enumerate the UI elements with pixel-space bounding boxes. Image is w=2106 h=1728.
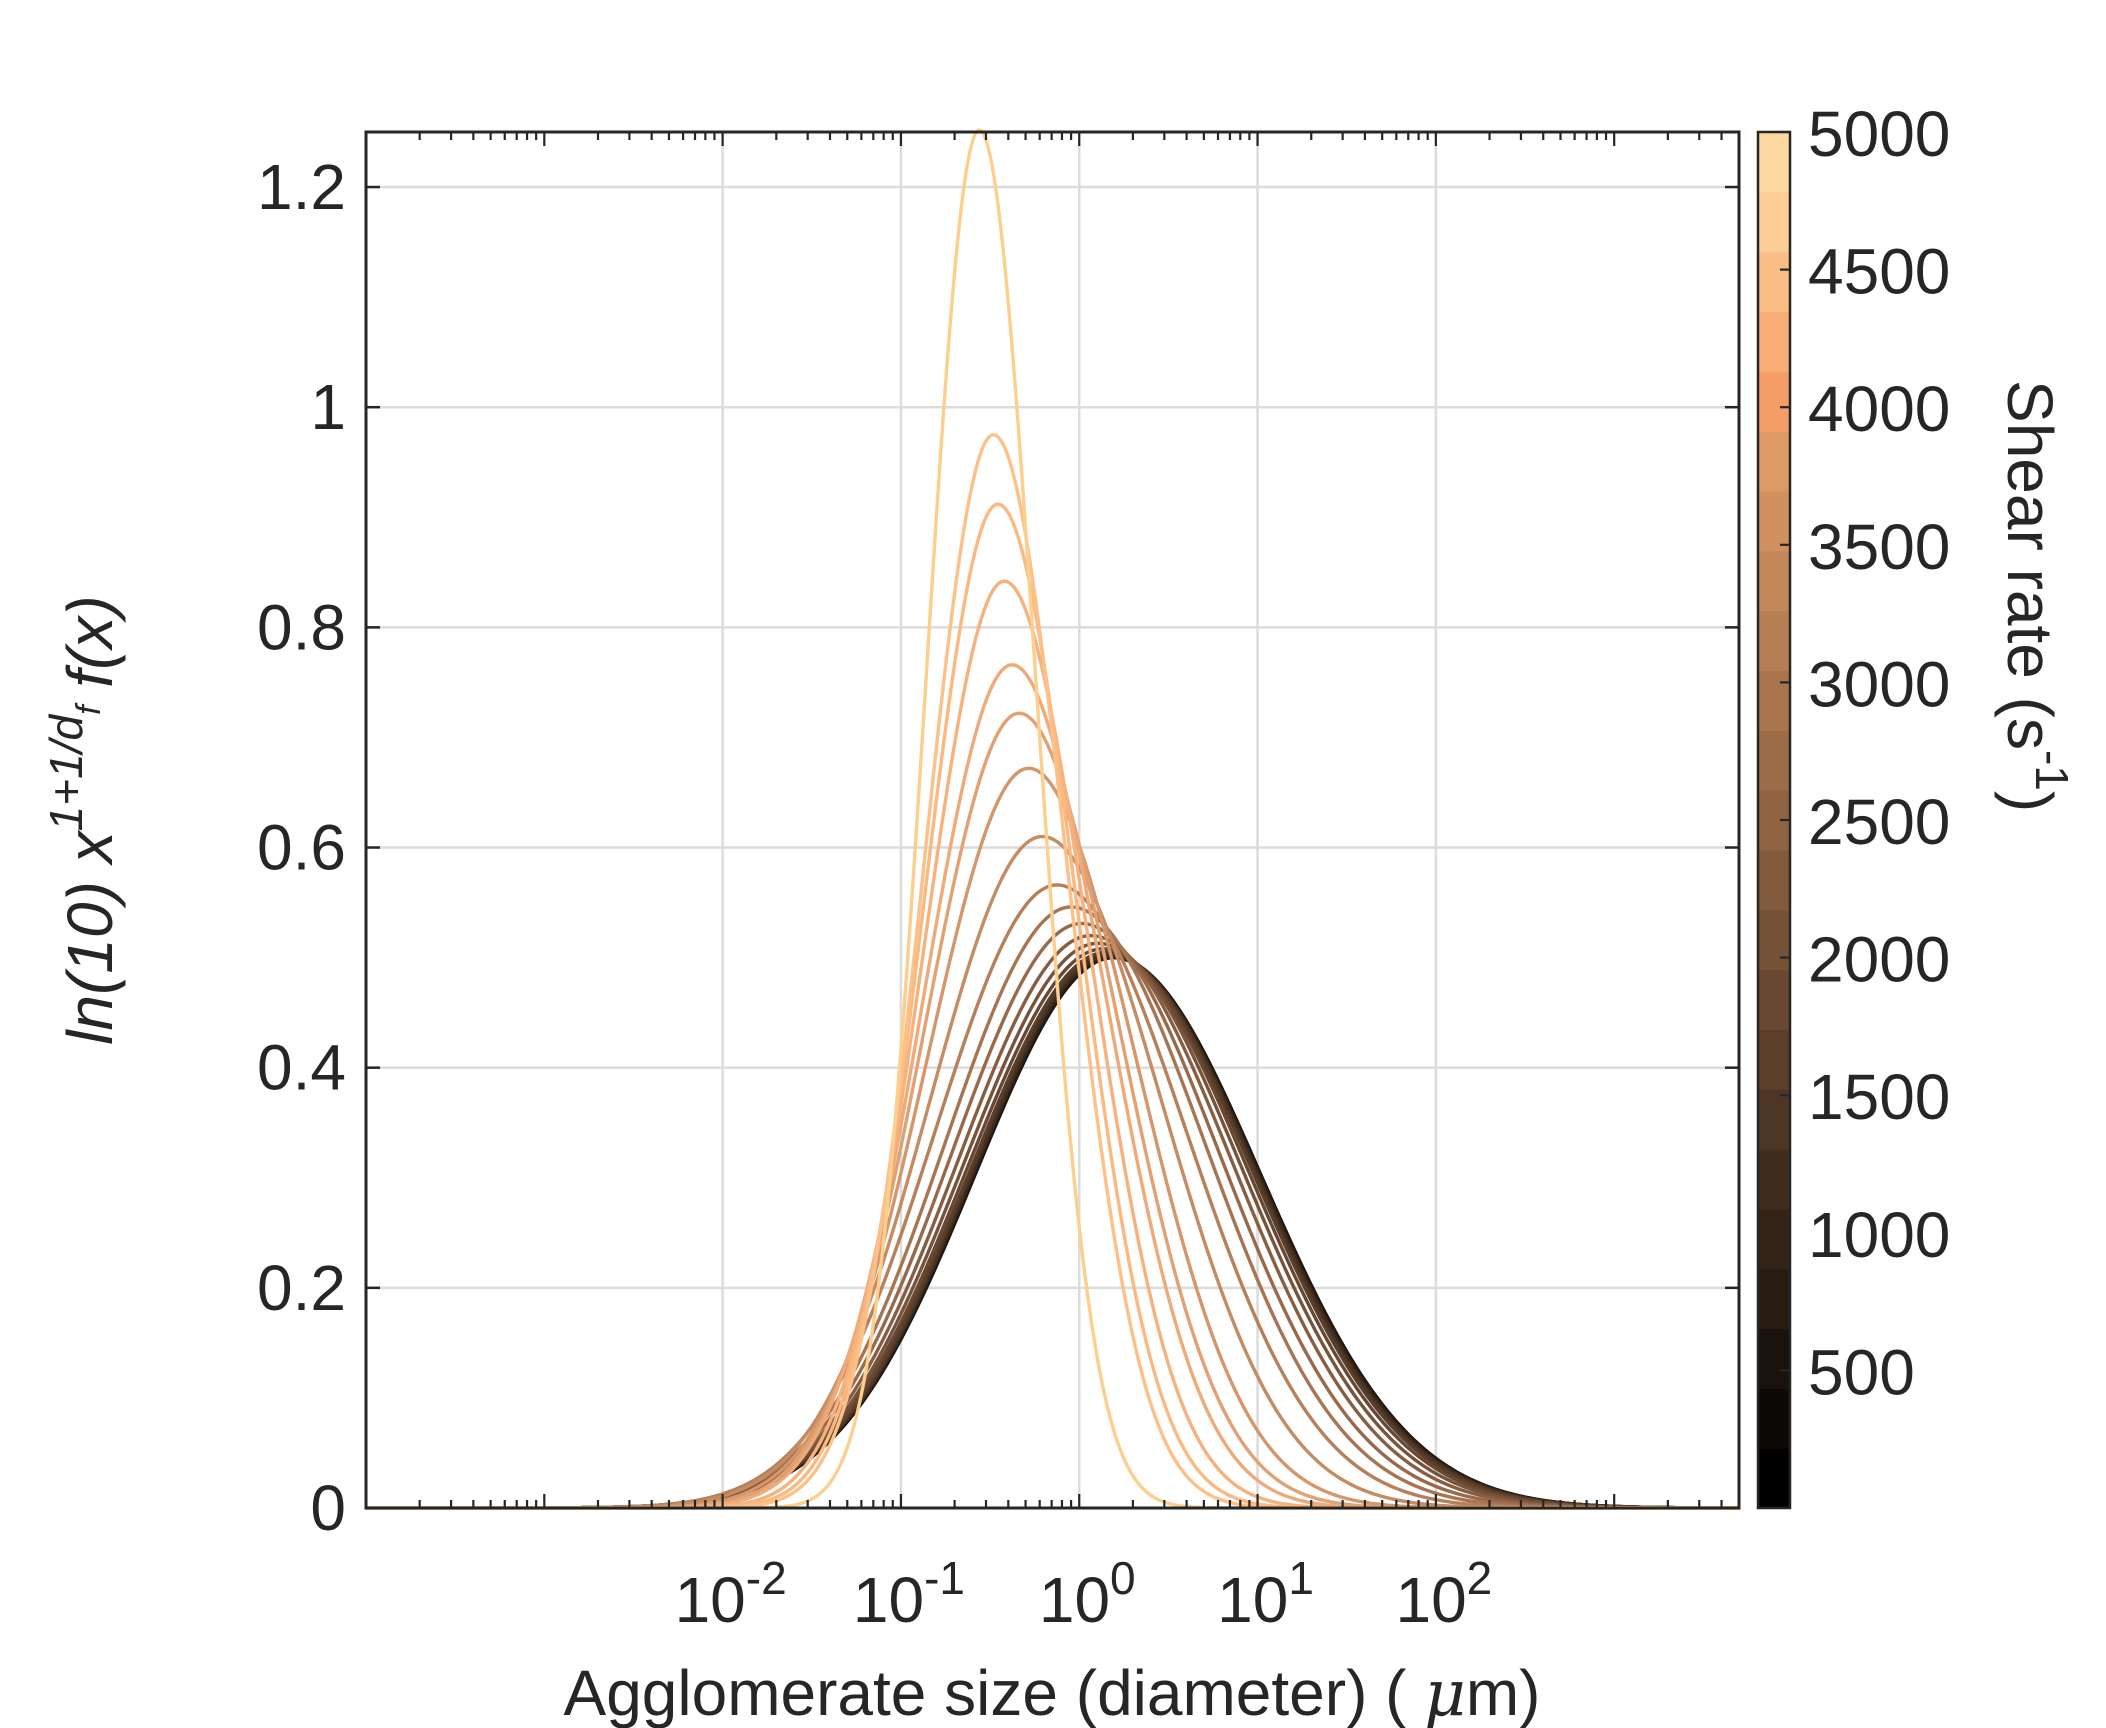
series-line-8 — [366, 947, 1740, 1510]
axis-ticks — [364, 132, 1740, 1510]
series-line-5 — [366, 953, 1740, 1510]
colorbar-tick-label: 2500 — [1808, 786, 1950, 858]
colorbar-tick-label: 5000 — [1808, 98, 1950, 170]
series-line-9 — [366, 941, 1740, 1510]
grid-lines — [366, 132, 1739, 1510]
colorbar-segment — [1758, 251, 1790, 313]
x-tick-label: 10-2 — [675, 1552, 787, 1636]
series-line-20 — [366, 433, 1739, 1510]
series-curves — [366, 128, 1740, 1510]
y-tick-label: 1.2 — [257, 151, 346, 223]
colorbar-tick-label: 1500 — [1808, 1061, 1950, 1133]
y-tick-label: 1 — [310, 371, 346, 443]
colorbar-segment — [1758, 1029, 1790, 1090]
colorbar-tick-label: 2000 — [1808, 924, 1950, 996]
colorbar-tick-label: 500 — [1808, 1336, 1915, 1408]
colorbar-segment — [1758, 1208, 1790, 1270]
colorbar-segment — [1758, 1448, 1790, 1509]
colorbar-segment — [1758, 1388, 1790, 1449]
colorbar-segment — [1758, 490, 1790, 552]
colorbar-segment — [1758, 1328, 1790, 1389]
colorbar-segment — [1758, 1268, 1790, 1330]
series-line-10 — [366, 933, 1740, 1510]
colorbar-segment — [1758, 969, 1790, 1030]
plot-frame — [364, 130, 1741, 1510]
y-tick-label: 0.4 — [257, 1032, 346, 1104]
colorbar-tick-labels: 500 1000 1500 2000 2500 3000 3500 4000 4500 5000 — [1808, 98, 1950, 1408]
series-line-16 — [366, 711, 1739, 1510]
colorbar-tick-label: 3500 — [1808, 511, 1950, 583]
colorbar-segment — [1758, 730, 1790, 791]
colorbar-tick-label: 1000 — [1808, 1199, 1950, 1271]
series-line-1 — [366, 955, 1740, 1510]
series-line-6 — [366, 952, 1739, 1510]
series-line-21 — [366, 128, 1739, 1510]
colorbar-segment — [1758, 1149, 1790, 1210]
x-tick-label: 100 — [1039, 1552, 1136, 1636]
colorbar-tick-label: 4000 — [1808, 373, 1950, 445]
colorbar-segment — [1758, 909, 1790, 971]
series-line-13 — [366, 883, 1739, 1510]
colorbar — [1756, 130, 1792, 1510]
colorbar-segment — [1758, 1089, 1790, 1150]
colorbar-segment — [1758, 670, 1790, 731]
series-line-7 — [366, 950, 1740, 1510]
series-line-3 — [366, 955, 1740, 1510]
colorbar-segment — [1758, 431, 1790, 492]
colorbar-segment — [1758, 610, 1790, 672]
colorbar-segment — [1758, 371, 1790, 432]
y-tick-label: 0.6 — [257, 812, 346, 884]
series-line-15 — [366, 766, 1739, 1510]
y-tick-label: 0.8 — [257, 591, 346, 663]
series-line-4 — [366, 954, 1739, 1510]
y-tick-label: 0.2 — [257, 1252, 346, 1324]
y-axis-label: ln(10) x1+1/df f(x) — [40, 595, 126, 1044]
x-tick-labels: 10-2 10-1 100 101 102 — [675, 1552, 1493, 1636]
series-line-2 — [366, 955, 1740, 1510]
x-axis-label: Agglomerate size (diameter) ( μm) — [564, 1657, 1541, 1728]
colorbar-segment — [1758, 849, 1790, 911]
colorbar-segment — [1758, 311, 1790, 372]
colorbar-tick-label: 4500 — [1808, 236, 1950, 308]
x-tick-label: 102 — [1395, 1552, 1492, 1636]
x-tick-label: 10-1 — [853, 1552, 965, 1636]
y-tick-labels: 0 0.2 0.4 0.6 0.8 1 1.2 — [257, 151, 346, 1544]
colorbar-segment — [1758, 132, 1790, 193]
colorbar-label: Shear rate (s-1) — [1994, 380, 2078, 812]
x-tick-label: 101 — [1217, 1552, 1314, 1636]
colorbar-segment — [1758, 191, 1790, 253]
colorbar-tick-label: 3000 — [1808, 648, 1950, 720]
y-tick-label: 0 — [310, 1472, 346, 1544]
series-line-17 — [366, 663, 1739, 1510]
colorbar-segment — [1758, 550, 1790, 612]
